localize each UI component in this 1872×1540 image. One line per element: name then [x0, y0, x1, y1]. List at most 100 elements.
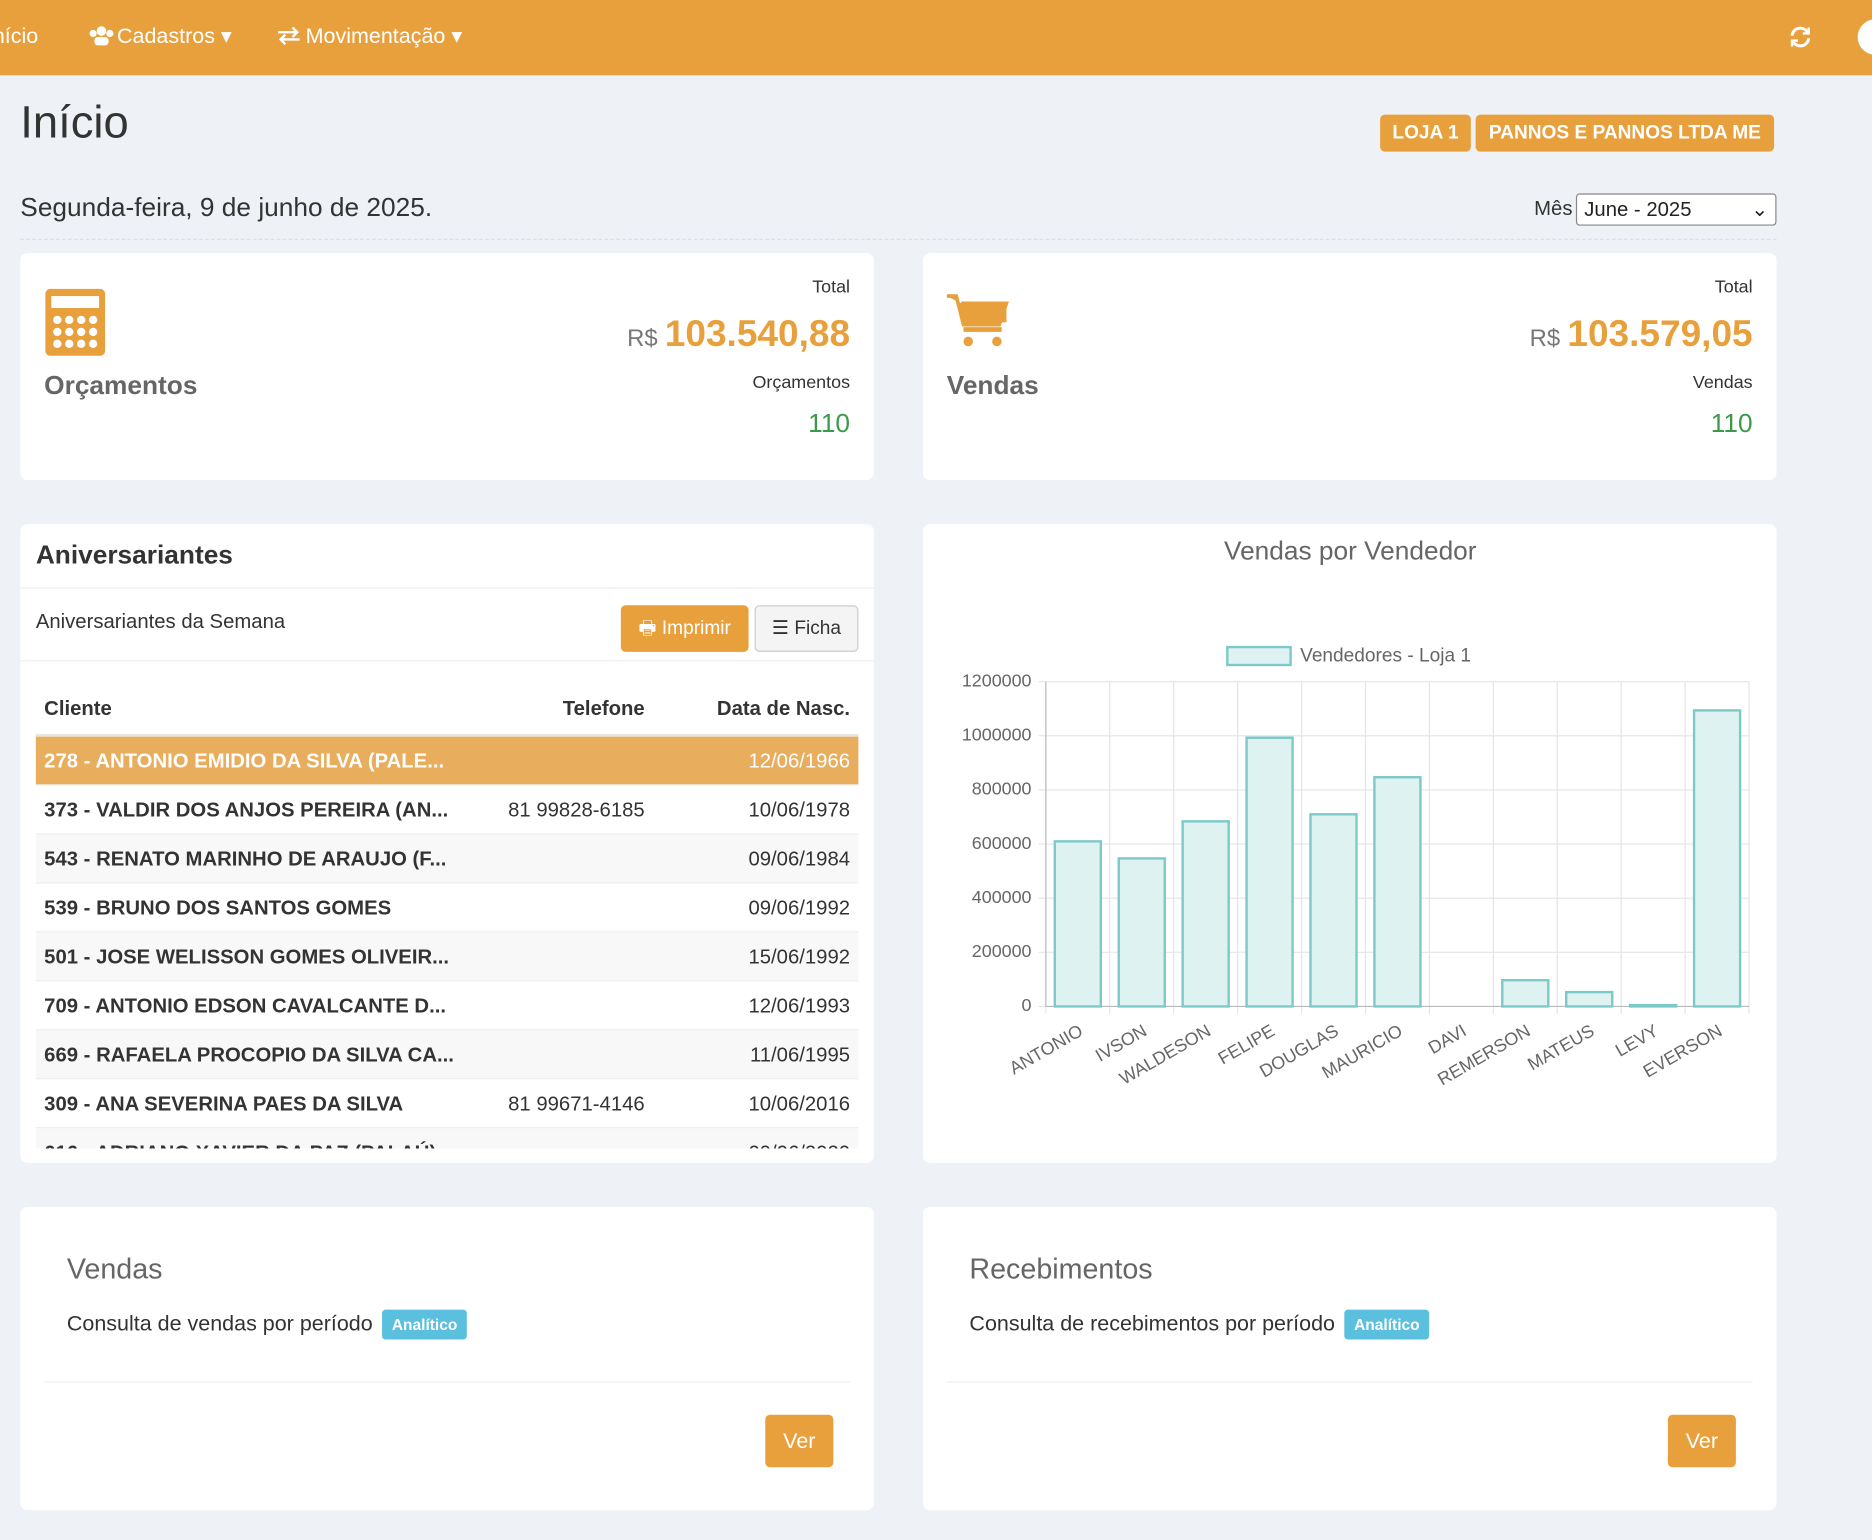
- total-label: Total: [812, 277, 850, 297]
- currency: R$: [627, 326, 658, 352]
- nav-item[interactable]: Início: [0, 24, 38, 49]
- divider: [20, 239, 1776, 240]
- count: 110: [1711, 408, 1753, 439]
- table: Cliente Telefone Data de Nasc. 278 - ANT…: [20, 524, 874, 1148]
- table-row[interactable]: 709 - ANTONIO EDSON CAVALCANTE D... 12/06…: [36, 980, 859, 1030]
- x-tick-label: DAVI: [1425, 1020, 1470, 1058]
- report-text: Consulta de vendas por período Analítico: [67, 1310, 467, 1340]
- view-button[interactable]: Ver: [1668, 1415, 1736, 1468]
- client: 278 - ANTONIO EMIDIO DA SILVA (PALE...: [44, 750, 444, 774]
- birthdays-card: Aniversariantes Aniversariantes da Seman…: [20, 524, 874, 1163]
- legend-swatch: [1227, 647, 1290, 665]
- birth-date: 11/06/1995: [750, 1043, 850, 1067]
- icon: [277, 26, 301, 45]
- bar: [1566, 992, 1612, 1006]
- column-header: Data de Nasc.: [717, 697, 850, 721]
- avatar[interactable]: [1858, 19, 1872, 55]
- bar: [1374, 777, 1420, 1006]
- client: 539 - BRUNO DOS SANTOS GOMES: [44, 897, 391, 921]
- summary-name: Orçamentos: [44, 370, 197, 401]
- client: 669 - RAFAELA PROCOPIO DA SILVA CA...: [44, 1043, 454, 1067]
- total: R$ 103.540,88: [627, 313, 850, 356]
- client: 373 - VALDIR DOS ANJOS PEREIRA (AN...: [44, 799, 448, 823]
- report-card: RecebimentosConsulta de recebimentos por…: [923, 1207, 1777, 1510]
- birth-date: 12/06/1993: [748, 995, 850, 1019]
- y-tick-label: 600000: [972, 833, 1032, 853]
- nav-item[interactable]: Movimentação ▾: [306, 24, 463, 49]
- badge: Analítico: [1345, 1310, 1430, 1340]
- badge: Analítico: [382, 1310, 467, 1340]
- table-row[interactable]: 669 - RAFAELA PROCOPIO DA SILVA CA... 11/…: [36, 1029, 859, 1079]
- divider: [947, 1381, 1753, 1382]
- bar: [1183, 821, 1229, 1006]
- currency: R$: [1530, 326, 1561, 352]
- summary-name: Vendas: [947, 370, 1039, 401]
- table-row[interactable]: 616 - ADRIANO XAVIER DA PAZ (PALAÚ) 09/06…: [36, 1127, 859, 1148]
- divider: [44, 1381, 850, 1382]
- month-select[interactable]: June - 2025⌄: [1576, 193, 1777, 225]
- birth-date: 09/06/2020: [748, 1141, 850, 1148]
- icon: [947, 287, 1011, 359]
- text: Consulta de recebimentos por período: [969, 1311, 1335, 1335]
- table-row[interactable]: 373 - VALDIR DOS ANJOS PEREIRA (AN... 81 …: [36, 784, 859, 834]
- nav-item[interactable]: Cadastros ▾: [117, 24, 232, 49]
- icon: [44, 287, 108, 359]
- badge: PANNOS E PANNOS LTDA ME: [1476, 115, 1774, 152]
- table-row[interactable]: 543 - RENATO MARINHO DE ARAUJO (F...09/0…: [36, 833, 859, 883]
- y-tick-label: 400000: [972, 887, 1032, 907]
- birth-date: 12/06/1966: [748, 750, 850, 774]
- count-label: Vendas: [1693, 372, 1753, 392]
- table-row[interactable]: 501 - JOSE WELISSON GOMES OLIVEIR... 15/0…: [36, 931, 859, 981]
- y-tick-label: 200000: [972, 941, 1032, 961]
- column-header: Telefone: [563, 697, 645, 721]
- client: 709 - ANTONIO EDSON CAVALCANTE D...: [44, 995, 446, 1019]
- table-row[interactable]: 309 - ANA SEVERINA PAES DA SILVA 81 99671…: [36, 1078, 859, 1128]
- column-header: Cliente: [44, 697, 112, 721]
- badge: LOJA 1: [1380, 115, 1471, 152]
- y-tick-label: 800000: [972, 779, 1032, 799]
- report-card: VendasConsulta de vendas por períodoAnal…: [20, 1207, 874, 1510]
- legend-label: Vendedores - Loja 1: [1300, 646, 1471, 667]
- navbar: Início Cadastros ▾ Movimentação ▾: [0, 0, 1872, 75]
- x-tick-label: MATEUS: [1524, 1020, 1597, 1074]
- client: 616 - ADRIANO XAVIER DA PAZ (PALAÚ): [44, 1141, 436, 1148]
- nav-text: Cadastros: [117, 24, 215, 48]
- bar: [1630, 1005, 1676, 1006]
- y-tick-label: 0: [1022, 995, 1032, 1015]
- client: 309 - ANA SEVERINA PAES DA SILVA: [44, 1092, 403, 1116]
- bar: [1055, 841, 1101, 1006]
- total-value: 103.540,88: [665, 313, 850, 355]
- date: Segunda-feira, 9 de junho de 2025.: [20, 192, 432, 223]
- phone: 81 99671-4146: [508, 1092, 645, 1116]
- birth-date: 09/06/1992: [748, 897, 850, 921]
- count-label: Orçamentos: [752, 372, 850, 392]
- total: R$103.579,05: [1530, 313, 1753, 356]
- table-row[interactable]: 278 - ANTONIO EMIDIO DA SILVA (PALE... 12…: [36, 735, 859, 785]
- table-row[interactable]: 539 - BRUNO DOS SANTOS GOMES 09/06/1992: [36, 882, 859, 932]
- y-tick-label: 1000000: [962, 725, 1032, 745]
- phone: 81 99828-6185: [508, 799, 645, 823]
- page-title: Início: [20, 98, 128, 149]
- bar: [1694, 710, 1740, 1006]
- summary-card: Vendas Total R$103.579,05 Vendas 110: [923, 253, 1777, 480]
- x-tick-label: ANTONIO: [1006, 1020, 1086, 1078]
- birth-date: 15/06/1992: [748, 946, 850, 970]
- icon: [88, 25, 114, 46]
- client: 543 - RENATO MARINHO DE ARAUJO (F...: [44, 848, 446, 872]
- report-text: Consulta de recebimentos por período Anal…: [969, 1310, 1429, 1340]
- text: Consulta de vendas por período: [67, 1311, 373, 1335]
- bar: [1119, 858, 1165, 1006]
- chart-title: Vendas por Vendedor: [1224, 536, 1477, 566]
- month-label: Mês: [1534, 197, 1572, 221]
- refresh-icon[interactable]: [1788, 25, 1812, 49]
- birth-date: 10/06/2016: [748, 1092, 850, 1116]
- bar: [1502, 980, 1548, 1006]
- y-tick-label: 1200000: [962, 670, 1032, 690]
- client: 501 - JOSE WELISSON GOMES OLIVEIR...: [44, 946, 449, 970]
- view-button[interactable]: Ver: [765, 1415, 833, 1468]
- total-label: Total: [1715, 277, 1753, 297]
- chart: Vendas por Vendedor 0 200000 400000 600000 8…: [923, 524, 1777, 1163]
- chart-card: Vendas por Vendedor 0 200000 400000 600000 8…: [923, 524, 1777, 1163]
- select-value: June - 2025: [1584, 198, 1691, 221]
